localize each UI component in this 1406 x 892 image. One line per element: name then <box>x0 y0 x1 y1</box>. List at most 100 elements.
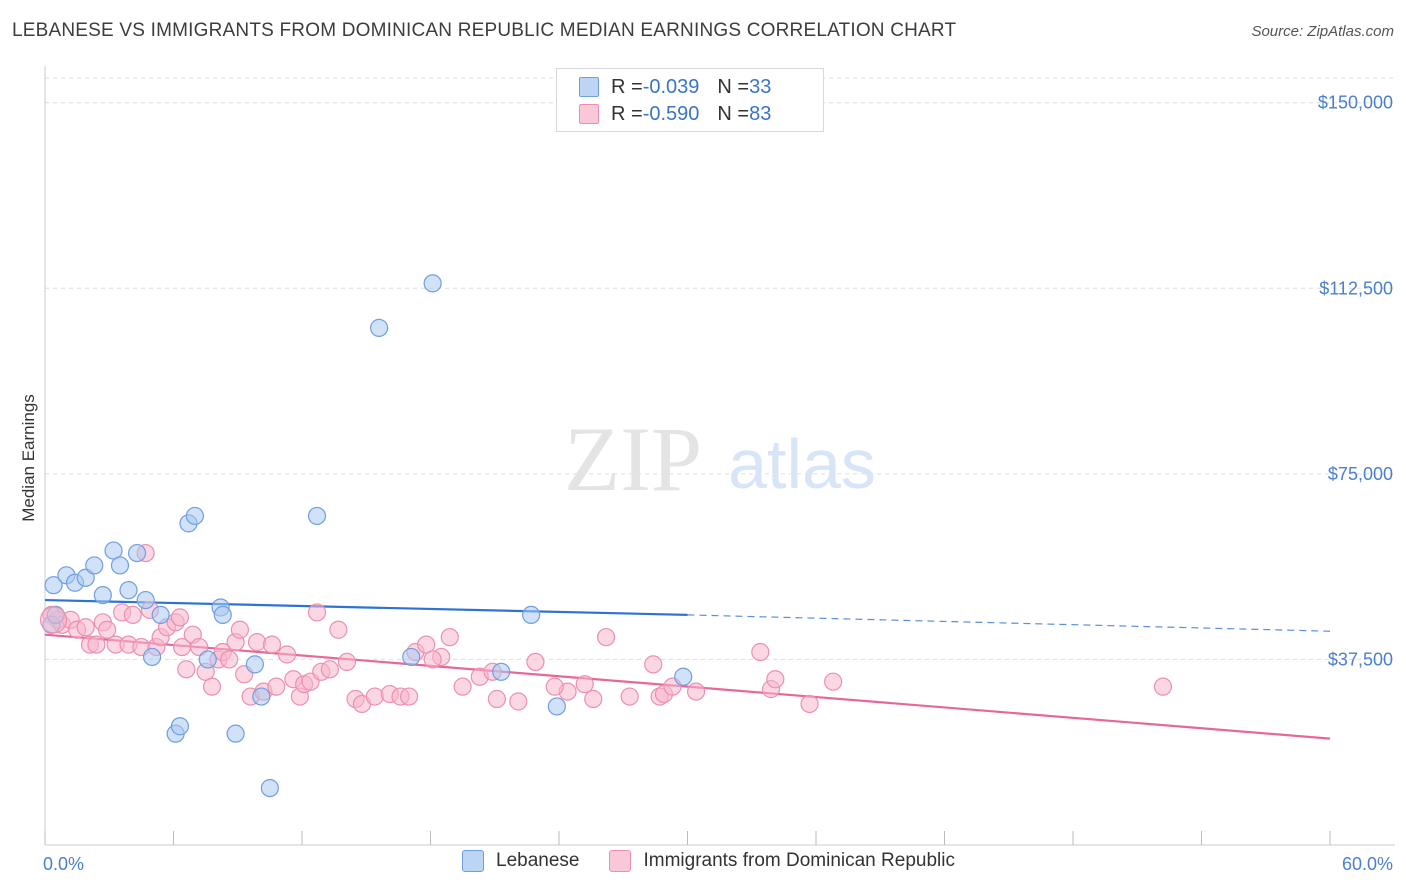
series-legend: Lebanese Immigrants from Dominican Repub… <box>462 850 985 872</box>
legend-swatch-blue <box>579 77 599 97</box>
watermark: ZIP atlas <box>564 408 876 510</box>
lebanese-point <box>142 647 162 667</box>
lebanese-point <box>522 605 541 625</box>
dominican-point <box>751 642 770 662</box>
dominican-point <box>220 650 239 669</box>
watermark-atlas: atlas <box>728 425 876 503</box>
dominican-point <box>267 677 286 696</box>
dominican-point <box>1153 677 1173 696</box>
tick-labels: $37,500 $75,000 $112,500 $150,000 0.0% 60.0% <box>43 93 1393 874</box>
lebanese-point <box>44 576 63 595</box>
gridlines <box>45 77 1395 660</box>
x-tick-label-max: 60.0% <box>1342 854 1393 874</box>
series-swatch-blue <box>462 850 484 872</box>
series-legend-label: Immigrants from Dominican Republic <box>643 850 955 871</box>
lebanese-point <box>127 543 147 563</box>
legend-row-dominican: R = -0.590 N = 83 <box>579 101 771 127</box>
dominican-point <box>365 687 384 706</box>
dominican-point <box>307 603 327 622</box>
dominican-point <box>329 620 348 639</box>
dominican-point <box>686 682 706 701</box>
chart-title: LEBANESE VS IMMIGRANTS FROM DOMINICAN RE… <box>12 20 957 41</box>
y-tick-label: $37,500 <box>1328 649 1393 669</box>
lebanese-point <box>170 717 190 736</box>
dominican-point <box>320 660 339 679</box>
lebanese-point <box>136 590 155 610</box>
dominican-point <box>800 694 819 714</box>
dominican-point <box>620 687 639 706</box>
lebanese-point <box>423 274 442 293</box>
dominican-point <box>584 689 603 709</box>
legend-n-label: N = <box>717 75 750 98</box>
series-legend-dominican[interactable]: Immigrants from Dominican Republic <box>609 850 955 872</box>
lebanese-point <box>245 655 264 674</box>
series-swatch-pink <box>609 850 632 872</box>
source-label: Source: ZipAtlas.com <box>1251 23 1394 40</box>
dominican-point <box>87 635 106 654</box>
lebanese-point <box>76 568 95 587</box>
lebanese-point <box>260 778 279 798</box>
scatter-points <box>39 274 1173 798</box>
legend-n-value: 83 <box>749 102 772 125</box>
lebanese-point <box>402 647 421 667</box>
lebanese-point <box>370 318 389 337</box>
y-tick-label: $150,000 <box>1318 93 1393 113</box>
lebanese-point <box>547 697 566 716</box>
lebanese-point <box>119 581 138 600</box>
dominican-point <box>644 655 663 674</box>
dominican-point <box>597 628 616 647</box>
dominican-point <box>766 670 785 689</box>
dominican-point <box>247 633 267 652</box>
dominican-point <box>337 652 357 672</box>
lebanese-point <box>252 687 271 706</box>
dominican-point <box>230 620 249 639</box>
legend-r-value: -0.039 <box>642 75 700 98</box>
lebanese-trend-extension <box>687 614 1331 632</box>
x-tick-label-min: 0.0% <box>43 854 84 874</box>
legend-swatch-pink <box>579 104 599 124</box>
dominican-point <box>526 652 545 672</box>
legend-n-value: 33 <box>749 75 772 98</box>
y-tick-label: $75,000 <box>1328 464 1393 484</box>
dominican-point <box>202 677 222 696</box>
dominican-point <box>453 677 472 696</box>
lebanese-point <box>198 650 217 669</box>
dominican-point <box>170 608 190 627</box>
series-legend-label: Lebanese <box>496 850 580 871</box>
dominican-trend-line <box>44 633 1331 740</box>
lebanese-point <box>307 506 327 526</box>
correlation-legend: R = -0.039 N = 33 R = -0.590 N = 83 <box>556 68 824 132</box>
dominican-point <box>98 620 117 639</box>
dominican-point <box>76 618 95 637</box>
lebanese-point <box>85 556 104 575</box>
dominican-point <box>190 637 209 657</box>
dominican-point <box>423 650 442 669</box>
dominican-point <box>277 645 297 664</box>
series-legend-lebanese[interactable]: Lebanese <box>462 850 579 872</box>
legend-n-label: N = <box>717 102 750 125</box>
dominican-point <box>575 675 594 694</box>
y-tick-label: $112,500 <box>1319 278 1393 298</box>
lebanese-point <box>185 506 205 526</box>
legend-r-label: R = <box>611 102 643 125</box>
dominican-point <box>399 687 419 706</box>
lebanese-point <box>93 586 112 605</box>
watermark-zip: ZIP <box>564 408 702 510</box>
legend-r-label: R = <box>611 75 643 98</box>
dominican-point <box>824 672 843 691</box>
lebanese-point <box>213 605 232 625</box>
legend-row-lebanese: R = -0.039 N = 33 <box>579 74 771 100</box>
dominican-point <box>262 635 282 654</box>
dominican-point <box>123 605 142 625</box>
dominican-point <box>487 689 506 709</box>
dominican-point <box>509 692 528 711</box>
dominican-point <box>440 628 459 647</box>
y-axis-label: Median Earnings <box>19 394 38 522</box>
dominican-point <box>39 606 68 634</box>
dominican-point <box>177 660 196 679</box>
axes <box>44 66 1395 846</box>
lebanese-point <box>226 724 245 743</box>
lebanese-point <box>674 667 693 686</box>
dominican-point <box>545 677 564 696</box>
